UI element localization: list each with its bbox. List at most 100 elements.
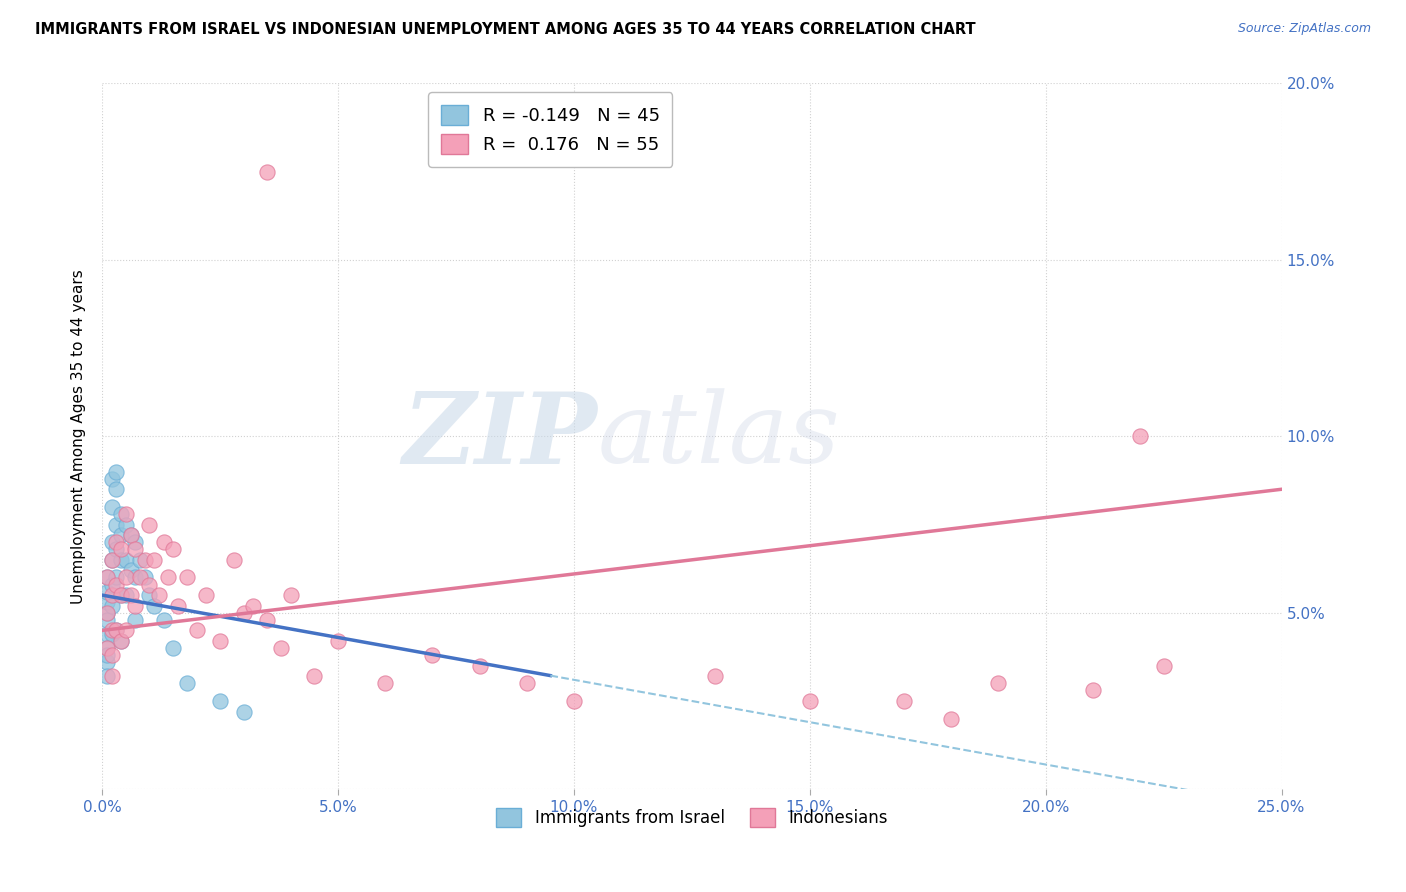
- Point: [114, 588, 136, 602]
- Point: [96, 627, 118, 641]
- Point: [96, 641, 118, 656]
- Point: [256, 164, 278, 178]
- Point: [105, 535, 128, 549]
- Point: [209, 634, 232, 648]
- Point: [100, 472, 122, 486]
- Point: [105, 624, 128, 638]
- Point: [96, 570, 118, 584]
- Y-axis label: Unemployment Among Ages 35 to 44 years: Unemployment Among Ages 35 to 44 years: [72, 269, 86, 604]
- Point: [148, 588, 170, 602]
- Point: [100, 588, 122, 602]
- Point: [195, 588, 218, 602]
- Point: [110, 634, 132, 648]
- Point: [562, 694, 585, 708]
- Point: [100, 553, 122, 567]
- Point: [138, 588, 160, 602]
- Point: [138, 577, 160, 591]
- Point: [110, 528, 132, 542]
- Text: atlas: atlas: [598, 389, 841, 484]
- Point: [129, 553, 152, 567]
- Point: [96, 584, 118, 599]
- Point: [105, 542, 128, 557]
- Point: [124, 599, 146, 613]
- Point: [1153, 658, 1175, 673]
- Point: [114, 553, 136, 567]
- Point: [96, 606, 118, 620]
- Point: [105, 483, 128, 497]
- Point: [280, 588, 302, 602]
- Point: [138, 517, 160, 532]
- Point: [114, 507, 136, 521]
- Point: [1081, 683, 1104, 698]
- Point: [96, 613, 118, 627]
- Point: [100, 577, 122, 591]
- Point: [987, 676, 1010, 690]
- Text: Source: ZipAtlas.com: Source: ZipAtlas.com: [1237, 22, 1371, 36]
- Point: [1129, 429, 1152, 443]
- Point: [110, 553, 132, 567]
- Point: [96, 606, 118, 620]
- Point: [114, 517, 136, 532]
- Point: [152, 535, 174, 549]
- Point: [124, 542, 146, 557]
- Point: [110, 588, 132, 602]
- Point: [422, 648, 444, 662]
- Point: [96, 641, 118, 656]
- Point: [120, 528, 142, 542]
- Point: [105, 624, 128, 638]
- Point: [120, 563, 142, 577]
- Point: [100, 535, 122, 549]
- Point: [114, 624, 136, 638]
- Point: [100, 669, 122, 683]
- Point: [232, 606, 254, 620]
- Point: [105, 577, 128, 591]
- Point: [374, 676, 396, 690]
- Point: [100, 627, 122, 641]
- Text: IMMIGRANTS FROM ISRAEL VS INDONESIAN UNEMPLOYMENT AMONG AGES 35 TO 44 YEARS CORR: IMMIGRANTS FROM ISRAEL VS INDONESIAN UNE…: [35, 22, 976, 37]
- Point: [468, 658, 491, 673]
- Point: [105, 465, 128, 479]
- Text: ZIP: ZIP: [402, 388, 598, 484]
- Point: [120, 528, 142, 542]
- Point: [96, 648, 118, 662]
- Point: [799, 694, 821, 708]
- Point: [166, 599, 188, 613]
- Point: [134, 553, 156, 567]
- Point: [209, 694, 232, 708]
- Point: [162, 641, 184, 656]
- Point: [143, 599, 166, 613]
- Point: [124, 535, 146, 549]
- Point: [224, 553, 246, 567]
- Point: [941, 712, 963, 726]
- Point: [100, 648, 122, 662]
- Point: [96, 595, 118, 609]
- Point: [110, 588, 132, 602]
- Point: [157, 570, 180, 584]
- Point: [134, 570, 156, 584]
- Point: [176, 676, 198, 690]
- Point: [304, 669, 326, 683]
- Point: [100, 553, 122, 567]
- Point: [105, 517, 128, 532]
- Point: [96, 655, 118, 669]
- Point: [96, 669, 118, 683]
- Legend: Immigrants from Israel, Indonesians: Immigrants from Israel, Indonesians: [489, 802, 894, 834]
- Point: [124, 613, 146, 627]
- Point: [176, 570, 198, 584]
- Point: [96, 570, 118, 584]
- Point: [162, 542, 184, 557]
- Point: [129, 570, 152, 584]
- Point: [242, 599, 264, 613]
- Point: [143, 553, 166, 567]
- Point: [232, 705, 254, 719]
- Point: [256, 613, 278, 627]
- Point: [110, 507, 132, 521]
- Point: [100, 624, 122, 638]
- Point: [186, 624, 208, 638]
- Point: [326, 634, 349, 648]
- Point: [100, 500, 122, 514]
- Point: [516, 676, 538, 690]
- Point: [893, 694, 915, 708]
- Point: [100, 599, 122, 613]
- Point: [110, 634, 132, 648]
